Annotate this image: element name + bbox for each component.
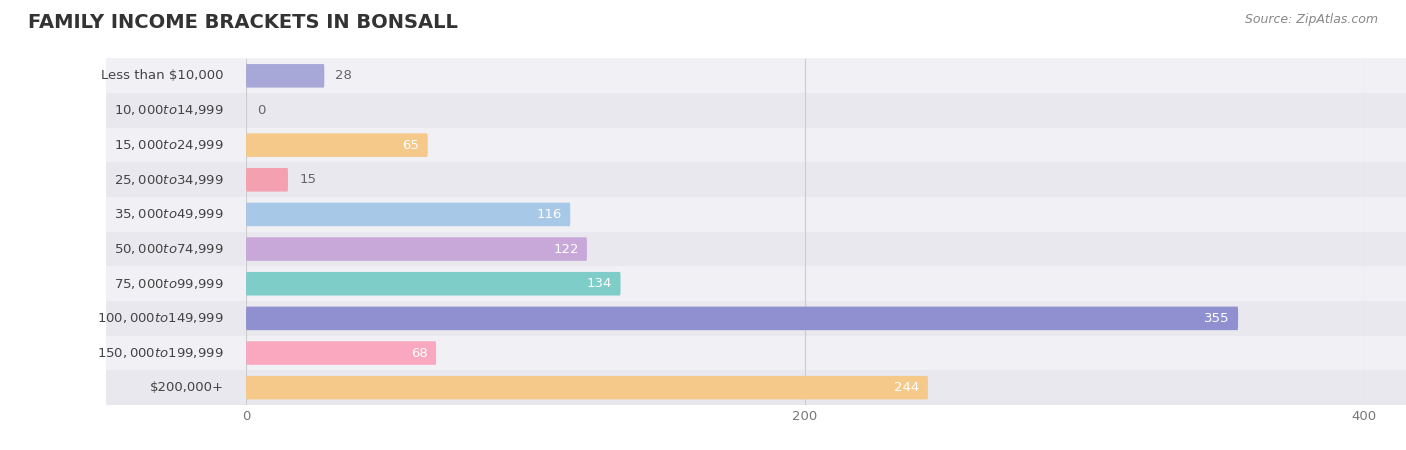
Text: 116: 116 [537,208,562,221]
FancyBboxPatch shape [107,128,1406,162]
FancyBboxPatch shape [107,336,1406,370]
Text: $35,000 to $49,999: $35,000 to $49,999 [114,207,224,221]
Text: $50,000 to $74,999: $50,000 to $74,999 [114,242,224,256]
FancyBboxPatch shape [246,341,436,365]
FancyBboxPatch shape [246,272,620,296]
Text: 122: 122 [553,243,579,256]
Text: $25,000 to $34,999: $25,000 to $34,999 [114,173,224,187]
Text: 244: 244 [894,381,920,394]
Text: $150,000 to $199,999: $150,000 to $199,999 [97,346,224,360]
FancyBboxPatch shape [107,370,1406,405]
Text: 134: 134 [586,277,612,290]
FancyBboxPatch shape [107,266,1406,301]
FancyBboxPatch shape [246,306,1239,330]
Text: $15,000 to $24,999: $15,000 to $24,999 [114,138,224,152]
Text: $200,000+: $200,000+ [149,381,224,394]
Text: $75,000 to $99,999: $75,000 to $99,999 [114,277,224,291]
Text: 68: 68 [411,346,427,360]
Text: Source: ZipAtlas.com: Source: ZipAtlas.com [1244,14,1378,27]
FancyBboxPatch shape [107,93,1406,128]
FancyBboxPatch shape [246,202,571,226]
Text: FAMILY INCOME BRACKETS IN BONSALL: FAMILY INCOME BRACKETS IN BONSALL [28,14,458,32]
FancyBboxPatch shape [246,64,325,88]
FancyBboxPatch shape [107,301,1406,336]
Text: 28: 28 [336,69,353,82]
Text: $100,000 to $149,999: $100,000 to $149,999 [97,311,224,325]
Text: 355: 355 [1204,312,1230,325]
FancyBboxPatch shape [246,133,427,157]
FancyBboxPatch shape [107,162,1406,197]
Text: Less than $10,000: Less than $10,000 [101,69,224,82]
FancyBboxPatch shape [246,168,288,192]
FancyBboxPatch shape [107,58,1406,93]
Text: 65: 65 [402,139,419,152]
Text: $10,000 to $14,999: $10,000 to $14,999 [114,104,224,117]
Text: 0: 0 [257,104,266,117]
FancyBboxPatch shape [246,237,586,261]
Text: 15: 15 [299,173,316,186]
FancyBboxPatch shape [246,376,928,400]
FancyBboxPatch shape [107,232,1406,266]
FancyBboxPatch shape [107,197,1406,232]
